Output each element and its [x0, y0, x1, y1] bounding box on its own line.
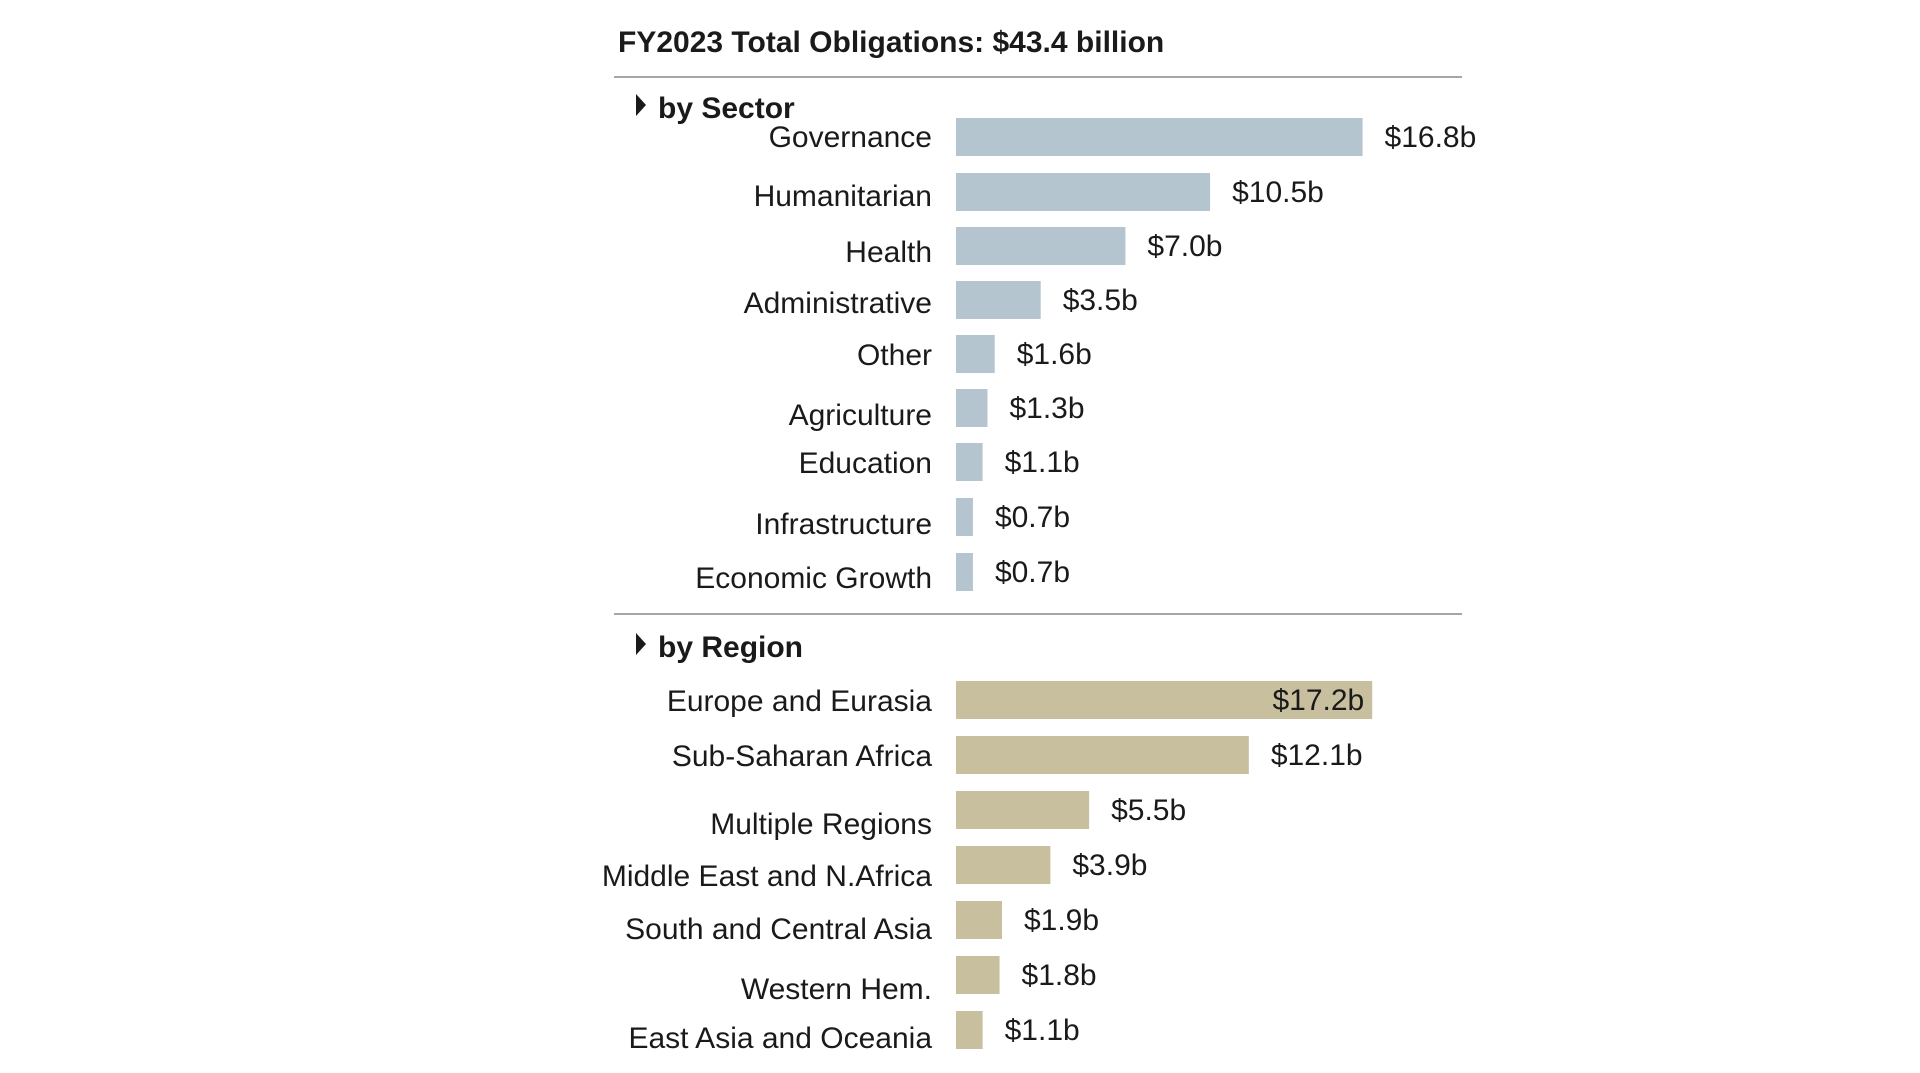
value-label: $1.8b: [1022, 959, 1097, 992]
category-label: Western Hem.: [741, 973, 932, 1006]
value-label: $1.3b: [1009, 392, 1084, 425]
value-label: $16.8b: [1385, 121, 1477, 154]
value-label: $1.6b: [1017, 338, 1092, 371]
value-label: $0.7b: [995, 501, 1070, 534]
bar: [956, 681, 1373, 719]
bar-group-region: by Region Europe and Eurasia $17.2b Sub-Sah…: [602, 631, 1373, 1055]
value-label: $0.7b: [995, 556, 1070, 589]
value-label: $12.1b: [1271, 739, 1363, 772]
value-label: $1.9b: [1024, 904, 1099, 937]
bar: [956, 281, 1041, 319]
bar: [956, 173, 1211, 211]
category-label: Health: [845, 236, 932, 269]
value-label: $10.5b: [1232, 176, 1324, 209]
category-label: Humanitarian: [754, 180, 932, 213]
bar: [956, 227, 1126, 265]
bar: [956, 498, 973, 536]
value-label: $5.5b: [1111, 794, 1186, 827]
value-label: $17.2b: [1272, 684, 1364, 717]
category-label: Governance: [769, 121, 932, 154]
bar: [956, 791, 1090, 829]
category-label: Multiple Regions: [710, 808, 932, 841]
category-label: Other: [857, 339, 932, 372]
bar: [956, 118, 1363, 156]
bar: [956, 1011, 983, 1049]
category-label: Middle East and N.Africa: [602, 860, 932, 893]
bar: [956, 901, 1002, 939]
section-header: by Region: [658, 631, 803, 664]
value-label: $7.0b: [1147, 230, 1222, 263]
category-label: Economic Growth: [695, 562, 932, 595]
bar: [956, 553, 973, 591]
value-label: $1.1b: [1005, 446, 1080, 479]
triangle-icon: [636, 633, 646, 655]
chart-title: FY2023 Total Obligations: $43.4 billion: [618, 26, 1164, 59]
category-label: Europe and Eurasia: [667, 685, 932, 718]
bar: [956, 389, 988, 427]
bar: [956, 846, 1051, 884]
category-label: Agriculture: [789, 399, 932, 432]
value-label: $3.9b: [1072, 849, 1147, 882]
category-label: Education: [799, 447, 932, 480]
bar: [956, 956, 1000, 994]
category-label: Infrastructure: [755, 508, 932, 541]
bar: [956, 736, 1249, 774]
category-label: Administrative: [744, 287, 932, 320]
value-label: $3.5b: [1063, 284, 1138, 317]
category-label: South and Central Asia: [625, 913, 932, 946]
value-label: $1.1b: [1005, 1014, 1080, 1047]
section-header: by Sector: [658, 92, 795, 125]
bar: [956, 335, 995, 373]
category-label: Sub-Saharan Africa: [672, 740, 932, 773]
category-label: East Asia and Oceania: [628, 1022, 932, 1055]
bar: [956, 443, 983, 481]
triangle-icon: [636, 94, 646, 116]
